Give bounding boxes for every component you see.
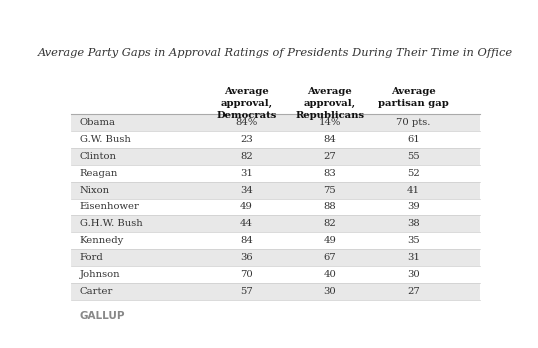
Text: 49: 49 bbox=[323, 236, 336, 245]
FancyBboxPatch shape bbox=[72, 215, 480, 232]
Text: 83: 83 bbox=[323, 169, 336, 178]
Text: 84: 84 bbox=[323, 135, 336, 144]
Text: 82: 82 bbox=[240, 152, 253, 161]
Text: 38: 38 bbox=[407, 219, 420, 228]
Text: 41: 41 bbox=[407, 185, 420, 195]
Text: Carter: Carter bbox=[80, 287, 113, 296]
Text: 55: 55 bbox=[407, 152, 420, 161]
FancyBboxPatch shape bbox=[72, 131, 480, 148]
Text: 84%: 84% bbox=[236, 118, 258, 127]
Text: 70: 70 bbox=[240, 270, 253, 279]
Text: Average
approval,
Democrats: Average approval, Democrats bbox=[216, 87, 277, 120]
Text: G.H.W. Bush: G.H.W. Bush bbox=[80, 219, 143, 228]
Text: 30: 30 bbox=[407, 270, 420, 279]
Text: 27: 27 bbox=[323, 152, 336, 161]
Text: Johnson: Johnson bbox=[80, 270, 121, 279]
Text: Kennedy: Kennedy bbox=[80, 236, 124, 245]
Text: 35: 35 bbox=[407, 236, 420, 245]
Text: G.W. Bush: G.W. Bush bbox=[80, 135, 131, 144]
Text: 30: 30 bbox=[323, 287, 336, 296]
FancyBboxPatch shape bbox=[72, 182, 480, 198]
Text: Average
partisan gap: Average partisan gap bbox=[378, 87, 449, 108]
Text: GALLUP: GALLUP bbox=[80, 310, 125, 321]
FancyBboxPatch shape bbox=[72, 114, 480, 131]
Text: 88: 88 bbox=[323, 203, 336, 212]
Text: 14%: 14% bbox=[318, 118, 341, 127]
FancyBboxPatch shape bbox=[72, 249, 480, 266]
FancyBboxPatch shape bbox=[72, 283, 480, 300]
FancyBboxPatch shape bbox=[72, 232, 480, 249]
Text: 67: 67 bbox=[324, 253, 336, 262]
Text: Ford: Ford bbox=[80, 253, 103, 262]
Text: 84: 84 bbox=[240, 236, 253, 245]
Text: 34: 34 bbox=[240, 185, 253, 195]
Text: 36: 36 bbox=[240, 253, 253, 262]
Text: 75: 75 bbox=[323, 185, 336, 195]
FancyBboxPatch shape bbox=[72, 148, 480, 165]
Text: 52: 52 bbox=[407, 169, 420, 178]
FancyBboxPatch shape bbox=[72, 266, 480, 283]
Text: 27: 27 bbox=[407, 287, 420, 296]
FancyBboxPatch shape bbox=[72, 165, 480, 182]
Text: Obama: Obama bbox=[80, 118, 116, 127]
Text: 49: 49 bbox=[240, 203, 253, 212]
Text: 23: 23 bbox=[240, 135, 253, 144]
Text: Average Party Gaps in Approval Ratings of Presidents During Their Time in Office: Average Party Gaps in Approval Ratings o… bbox=[38, 48, 513, 58]
Text: 70 pts.: 70 pts. bbox=[396, 118, 430, 127]
Text: 57: 57 bbox=[240, 287, 253, 296]
FancyBboxPatch shape bbox=[72, 198, 480, 215]
Text: Reagan: Reagan bbox=[80, 169, 118, 178]
Text: Clinton: Clinton bbox=[80, 152, 117, 161]
Text: 82: 82 bbox=[323, 219, 336, 228]
Text: 44: 44 bbox=[240, 219, 253, 228]
Text: Average
approval,
Republicans: Average approval, Republicans bbox=[295, 87, 364, 120]
Text: 61: 61 bbox=[407, 135, 420, 144]
Text: 39: 39 bbox=[407, 203, 420, 212]
Text: 31: 31 bbox=[240, 169, 253, 178]
Text: Eisenhower: Eisenhower bbox=[80, 203, 140, 212]
Text: 40: 40 bbox=[323, 270, 336, 279]
Text: 31: 31 bbox=[407, 253, 420, 262]
Text: Nixon: Nixon bbox=[80, 185, 110, 195]
